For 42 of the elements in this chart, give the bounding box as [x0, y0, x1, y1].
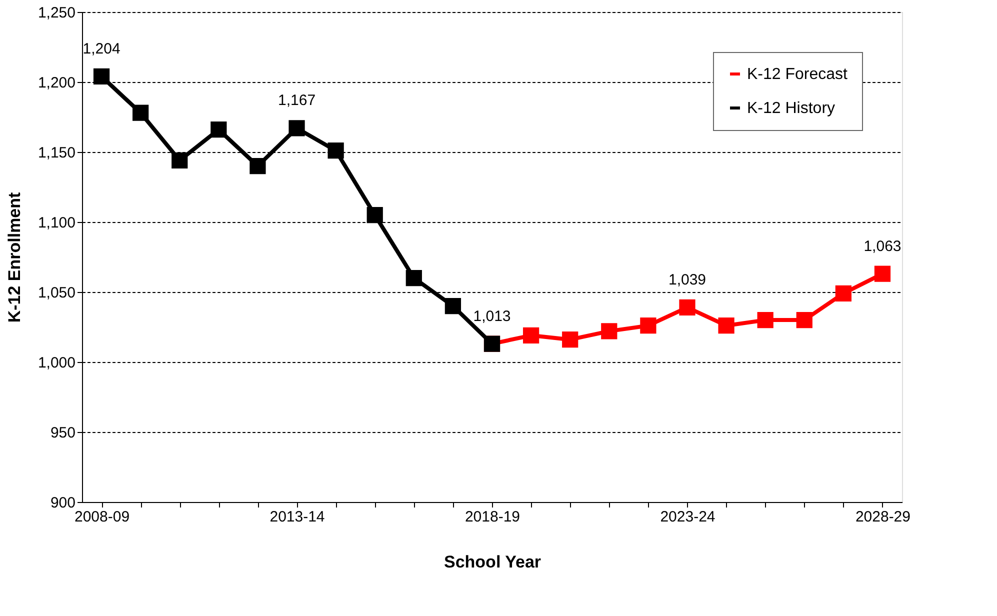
legend-label: K-12 History [747, 100, 836, 117]
point [210, 122, 227, 138]
y-tick-label: 1,000 [38, 354, 76, 372]
point [288, 120, 305, 136]
point [132, 104, 149, 121]
point [718, 318, 734, 334]
x-tick-label: 2023-24 [660, 508, 716, 526]
point [172, 152, 188, 168]
point [522, 327, 540, 344]
point [250, 158, 266, 174]
data-label: 1,204 [82, 40, 120, 58]
y-tick-label: 1,150 [38, 144, 76, 162]
y-tick-label: 1,250 [38, 4, 76, 22]
point [835, 285, 852, 302]
data-label: 1,167 [278, 92, 316, 110]
legend-label: K-12 Forecast [747, 66, 848, 83]
data-label: 1,013 [473, 308, 511, 325]
y-tick-label: 900 [50, 494, 76, 512]
x-tick-label: 2028-29 [855, 508, 911, 526]
point [328, 142, 344, 159]
point [601, 323, 618, 340]
point [444, 298, 462, 314]
x-tick-label: 2013-14 [270, 508, 325, 526]
point [874, 266, 891, 282]
x-tick-label: 2008-09 [74, 508, 130, 526]
data-label: 1,039 [668, 271, 706, 288]
x-axis-title: School Year [444, 552, 542, 572]
x-tick-label: 2018-19 [464, 508, 520, 526]
point [366, 206, 383, 224]
y-axis-title: K-12 Enrollment [4, 192, 24, 323]
point [679, 299, 696, 316]
point [93, 68, 110, 84]
point [406, 270, 422, 286]
point [757, 312, 774, 328]
y-tick-label: 950 [50, 424, 76, 442]
point [640, 318, 656, 334]
data-label: 1,063 [864, 238, 902, 255]
y-tick-label: 1,200 [38, 74, 76, 92]
point [796, 312, 812, 328]
y-tick-label: 1,050 [38, 284, 76, 302]
y-tick-label: 1,100 [38, 214, 76, 232]
point [562, 332, 578, 348]
